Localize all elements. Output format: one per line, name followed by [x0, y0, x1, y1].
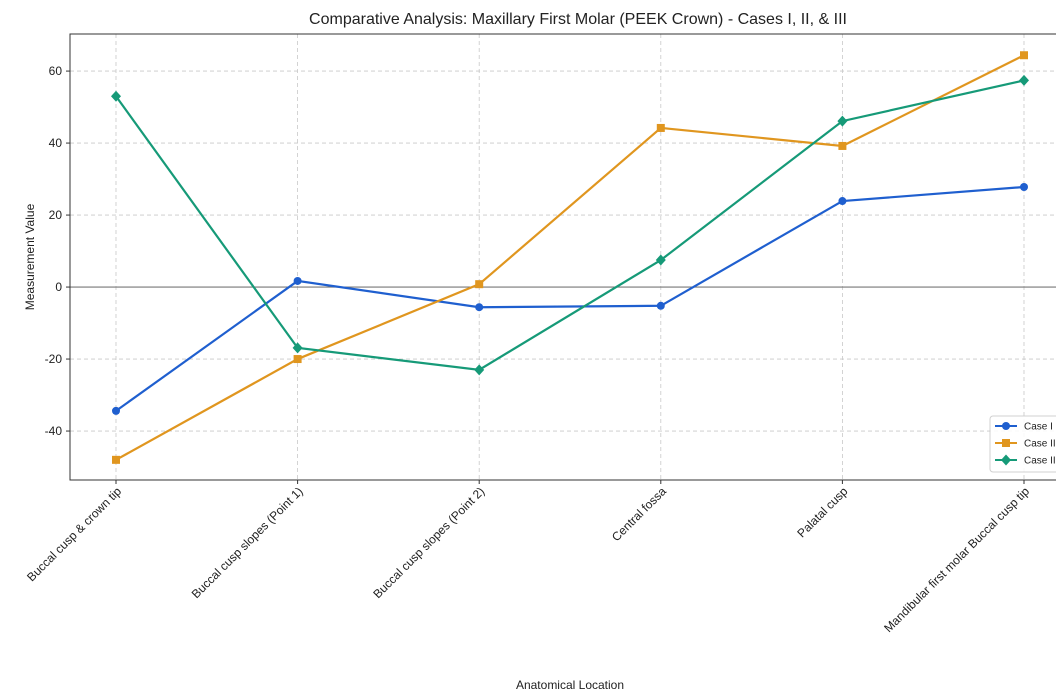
marker — [656, 301, 665, 310]
marker — [292, 342, 303, 354]
legend-label: Case III — [1024, 456, 1056, 467]
y-axis-label: Measurement Value — [23, 203, 37, 310]
y-tick-label: -20 — [45, 352, 63, 366]
marker — [474, 364, 485, 376]
marker — [293, 355, 302, 364]
marker — [838, 141, 847, 150]
marker — [1002, 422, 1010, 430]
marker — [1001, 454, 1011, 466]
y-tick-label: -40 — [45, 424, 63, 438]
marker — [1002, 439, 1010, 447]
marker — [293, 276, 302, 285]
marker — [838, 197, 847, 206]
x-axis-label: Anatomical Location — [516, 678, 624, 692]
y-tick-label: 40 — [49, 136, 63, 150]
marker — [655, 254, 666, 266]
legend-label: Case I — [1024, 422, 1053, 433]
series-line — [115, 54, 1025, 461]
marker — [112, 406, 120, 415]
marker — [837, 115, 848, 127]
series-line — [115, 79, 1025, 371]
y-tick-label: 0 — [55, 280, 62, 294]
marker — [1020, 51, 1028, 60]
marker — [475, 303, 484, 312]
marker — [1020, 182, 1028, 191]
y-tick-label: 20 — [49, 208, 63, 222]
marker — [112, 455, 120, 464]
series-line — [115, 185, 1025, 412]
marker — [475, 280, 484, 289]
marker — [656, 123, 665, 132]
plot-frame — [69, 33, 1056, 481]
chart-title: Comparative Analysis: Maxillary First Mo… — [309, 11, 847, 28]
legend-label: Case II — [1024, 439, 1056, 450]
marker — [111, 90, 121, 102]
y-tick-label: 60 — [49, 64, 63, 78]
marker — [1019, 74, 1029, 86]
